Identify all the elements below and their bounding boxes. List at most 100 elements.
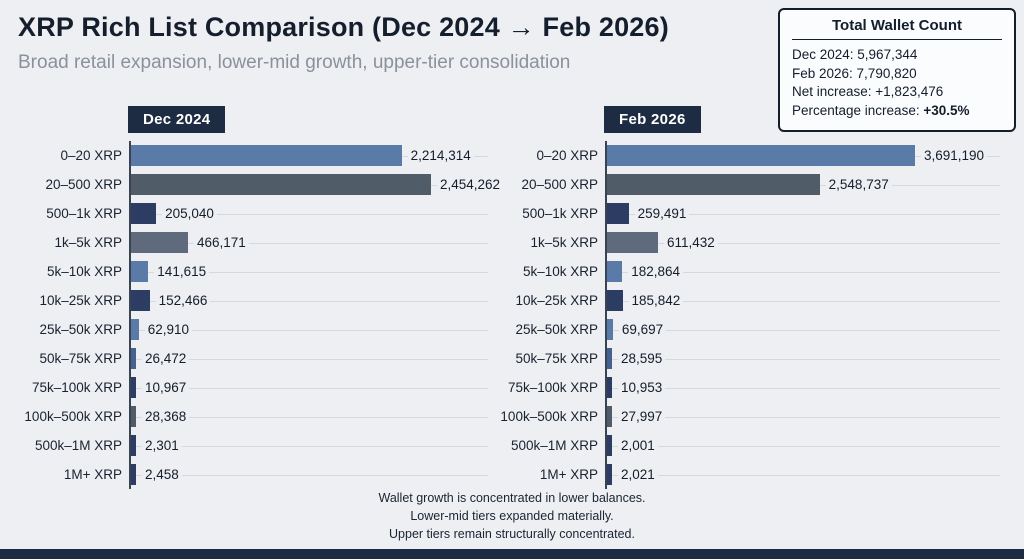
- category-label: 20–500 XRP: [45, 177, 122, 192]
- footer-line-3: Upper tiers remain structurally concentr…: [389, 526, 635, 541]
- category-label: 50k–75k XRP: [39, 351, 122, 366]
- bar-cell: 2,301: [129, 431, 494, 460]
- category-label: 500k–1M XRP: [34, 438, 122, 453]
- bar: [131, 232, 188, 253]
- row-gridline: [607, 329, 1000, 331]
- bottom-accent-bar: [0, 549, 1024, 559]
- bar: [131, 406, 136, 427]
- value-label: 62,910: [144, 322, 192, 337]
- bar: [607, 145, 915, 166]
- value-label: 3,691,190: [921, 148, 988, 163]
- chart-row: 75k–100k XRP 10,967: [18, 373, 494, 402]
- chart-dec-2024: Dec 2024 0–20 XRP 2,214,314 20–500 XRP 2,45…: [18, 106, 504, 489]
- value-label: 2,001: [618, 438, 658, 453]
- category-label: 1M+ XRP: [63, 467, 122, 482]
- chart-row: 500–1k XRP 259,491: [494, 199, 1006, 228]
- row-gridline: [131, 445, 488, 447]
- chart-row: 100k–500k XRP 28,368: [18, 402, 494, 431]
- bar: [131, 145, 402, 166]
- summary-title: Total Wallet Count: [792, 17, 1002, 40]
- bar-cell: 2,548,737: [605, 170, 1006, 199]
- bar-cell: 2,214,314: [129, 141, 494, 170]
- bar: [607, 290, 623, 311]
- bar-cell: 259,491: [605, 199, 1006, 228]
- chart-row: 50k–75k XRP 26,472: [18, 344, 494, 373]
- category-label: 20–500 XRP: [521, 177, 598, 192]
- bar-cell: 611,432: [605, 228, 1006, 257]
- row-gridline: [607, 242, 1000, 244]
- value-label: 10,967: [142, 380, 190, 395]
- row-gridline: [131, 329, 488, 331]
- category-label: 1k–5k XRP: [530, 235, 598, 250]
- bar: [131, 319, 139, 340]
- category-label: 100k–500k XRP: [24, 409, 122, 424]
- bar: [607, 464, 612, 485]
- chart-row: 500k–1M XRP 2,301: [18, 431, 494, 460]
- bar: [131, 290, 150, 311]
- category-label: 500–1k XRP: [522, 206, 598, 221]
- chart-row: 5k–10k XRP 182,864: [494, 257, 1006, 286]
- value-label: 69,697: [618, 322, 667, 337]
- chart-row: 0–20 XRP 3,691,190: [494, 141, 1006, 170]
- value-label: 26,472: [142, 351, 190, 366]
- charts-container: Dec 2024 0–20 XRP 2,214,314 20–500 XRP 2,45…: [18, 106, 1006, 489]
- bar: [131, 261, 149, 282]
- chart-row: 1k–5k XRP 466,171: [18, 228, 494, 257]
- bar-cell: 2,454,262: [129, 170, 504, 199]
- row-gridline: [131, 474, 488, 476]
- category-label: 0–20 XRP: [60, 148, 122, 163]
- pct-value: +30.5%: [923, 102, 970, 118]
- chart-row: 25k–50k XRP 62,910: [18, 315, 494, 344]
- bar-cell: 27,997: [605, 402, 1006, 431]
- chart-row: 10k–25k XRP 185,842: [494, 286, 1006, 315]
- summary-line-feb: Feb 2026: 7,790,820: [792, 65, 917, 81]
- value-label: 2,548,737: [825, 177, 892, 192]
- category-label: 10k–25k XRP: [515, 293, 598, 308]
- bar-cell: 2,021: [605, 460, 1006, 489]
- bar-cell: 28,368: [129, 402, 494, 431]
- bar: [607, 406, 612, 427]
- value-label: 2,301: [142, 438, 182, 453]
- bar-cell: 185,842: [605, 286, 1006, 315]
- row-gridline: [607, 213, 1000, 215]
- row-gridline: [131, 213, 488, 215]
- bar: [131, 174, 431, 195]
- chart-row: 1M+ XRP 2,021: [494, 460, 1006, 489]
- page-title: XRP Rich List Comparison (Dec 2024 → Feb…: [18, 12, 669, 42]
- row-gridline: [607, 445, 1000, 447]
- footer-line-2: Lower-mid tiers expanded materially.: [410, 508, 614, 523]
- chart-rows-dec-2024: 0–20 XRP 2,214,314 20–500 XRP 2,454,262 500–…: [18, 141, 504, 489]
- chart-row: 75k–100k XRP 10,953: [494, 373, 1006, 402]
- value-label: 10,953: [618, 380, 666, 395]
- bar-cell: 466,171: [129, 228, 494, 257]
- value-label: 185,842: [628, 293, 684, 308]
- chart-row: 500–1k XRP 205,040: [18, 199, 494, 228]
- bar: [131, 203, 157, 224]
- category-label: 75k–100k XRP: [31, 380, 122, 395]
- bar-cell: 62,910: [129, 315, 494, 344]
- page-subtitle: Broad retail expansion, lower-mid growth…: [18, 52, 571, 73]
- row-gridline: [131, 242, 488, 244]
- category-label: 10k–25k XRP: [39, 293, 122, 308]
- bar-cell: 3,691,190: [605, 141, 1006, 170]
- chart-row: 1k–5k XRP 611,432: [494, 228, 1006, 257]
- summary-line-net: Net increase: +1,823,476: [792, 84, 944, 100]
- row-gridline: [131, 416, 488, 418]
- bar: [607, 348, 612, 369]
- row-gridline: [607, 271, 1000, 273]
- bar: [607, 261, 623, 282]
- bar: [607, 232, 659, 253]
- value-label: 611,432: [664, 235, 718, 250]
- value-label: 182,864: [628, 264, 684, 279]
- value-label: 141,615: [154, 264, 210, 279]
- value-label: 27,997: [618, 409, 666, 424]
- category-label: 25k–50k XRP: [515, 322, 598, 337]
- value-label: 152,466: [155, 293, 211, 308]
- category-label: 0–20 XRP: [536, 148, 598, 163]
- category-label: 75k–100k XRP: [507, 380, 598, 395]
- category-label: 5k–10k XRP: [522, 264, 598, 279]
- value-label: 2,458: [142, 467, 182, 482]
- chart-row: 20–500 XRP 2,548,737: [494, 170, 1006, 199]
- chart-feb-2026: Feb 2026 0–20 XRP 3,691,190 20–500 XRP 2,54…: [494, 106, 1006, 489]
